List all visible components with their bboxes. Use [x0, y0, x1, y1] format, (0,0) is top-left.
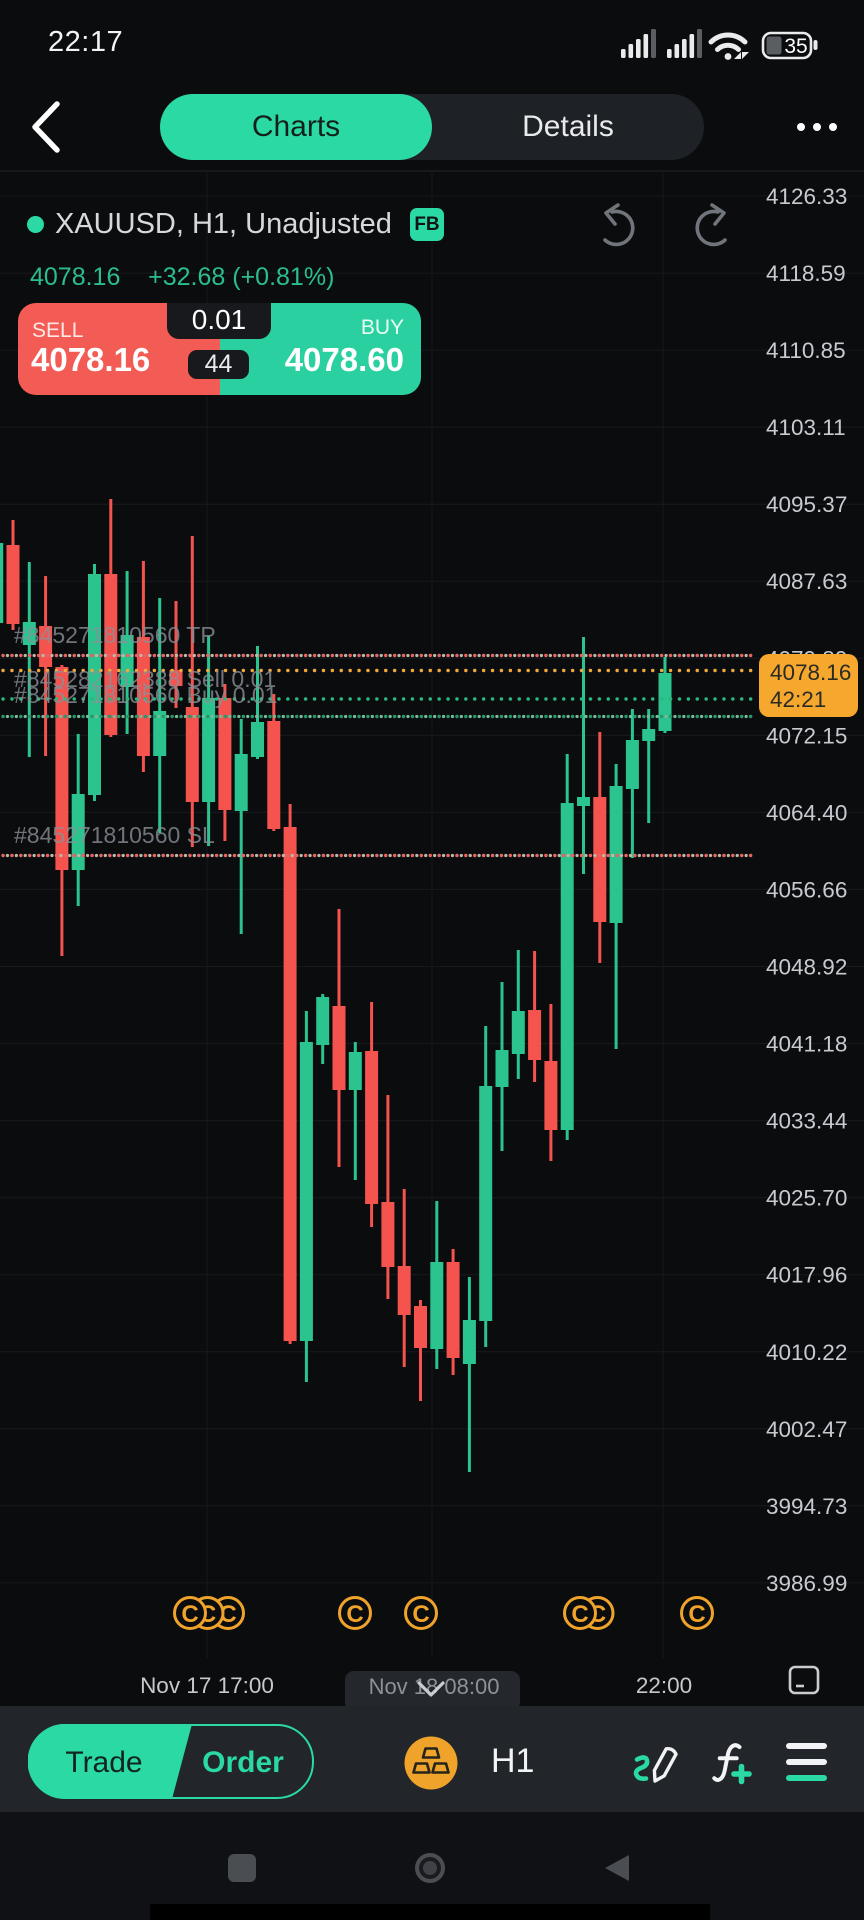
svg-text:#845282162388 Sell 0.01: #845282162388 Sell 0.01: [14, 666, 276, 692]
svg-text:4010.22: 4010.22: [766, 1340, 847, 1365]
svg-text:4041.18: 4041.18: [766, 1032, 847, 1057]
svg-text:4033.44: 4033.44: [766, 1109, 847, 1134]
svg-text:C: C: [688, 1601, 705, 1628]
svg-text:C: C: [412, 1601, 429, 1628]
svg-text:4025.70: 4025.70: [766, 1186, 847, 1211]
svg-text:#845271810560 SL: #845271810560 SL: [14, 822, 215, 848]
svg-text:4103.11: 4103.11: [766, 415, 846, 440]
svg-text:22:00: 22:00: [636, 1673, 692, 1698]
svg-text:4056.66: 4056.66: [766, 877, 847, 902]
svg-text:4072.15: 4072.15: [766, 723, 847, 748]
svg-text:Order: Order: [202, 1746, 284, 1779]
svg-text:4078.16: 4078.16: [770, 660, 851, 685]
svg-text:4110.85: 4110.85: [766, 338, 846, 363]
svg-text:C: C: [571, 1601, 588, 1628]
svg-text:Trade: Trade: [65, 1746, 142, 1779]
svg-text:C: C: [181, 1601, 198, 1628]
svg-text:3994.73: 3994.73: [766, 1494, 847, 1519]
svg-text:4017.96: 4017.96: [766, 1263, 847, 1288]
svg-text:#845271810560 TP: #845271810560 TP: [14, 622, 216, 648]
svg-text:4126.33: 4126.33: [766, 184, 847, 209]
svg-text:#845271810560 Buy 0.01: #845271810560 Buy 0.01: [14, 682, 277, 708]
svg-text:4064.40: 4064.40: [766, 800, 847, 825]
svg-text:4048.92: 4048.92: [766, 955, 847, 980]
svg-text:3986.99: 3986.99: [766, 1571, 847, 1596]
svg-text:4087.63: 4087.63: [766, 569, 847, 594]
svg-text:Nov 17 17:00: Nov 17 17:00: [140, 1673, 274, 1698]
svg-text:4002.47: 4002.47: [766, 1417, 847, 1442]
svg-text:4095.37: 4095.37: [766, 492, 847, 517]
svg-text:Nov 18 08:00: Nov 18 08:00: [369, 1674, 500, 1699]
svg-text:42:21: 42:21: [770, 687, 826, 712]
svg-text:C: C: [346, 1601, 363, 1628]
svg-text:35: 35: [784, 35, 807, 58]
svg-text:4118.59: 4118.59: [766, 261, 846, 286]
